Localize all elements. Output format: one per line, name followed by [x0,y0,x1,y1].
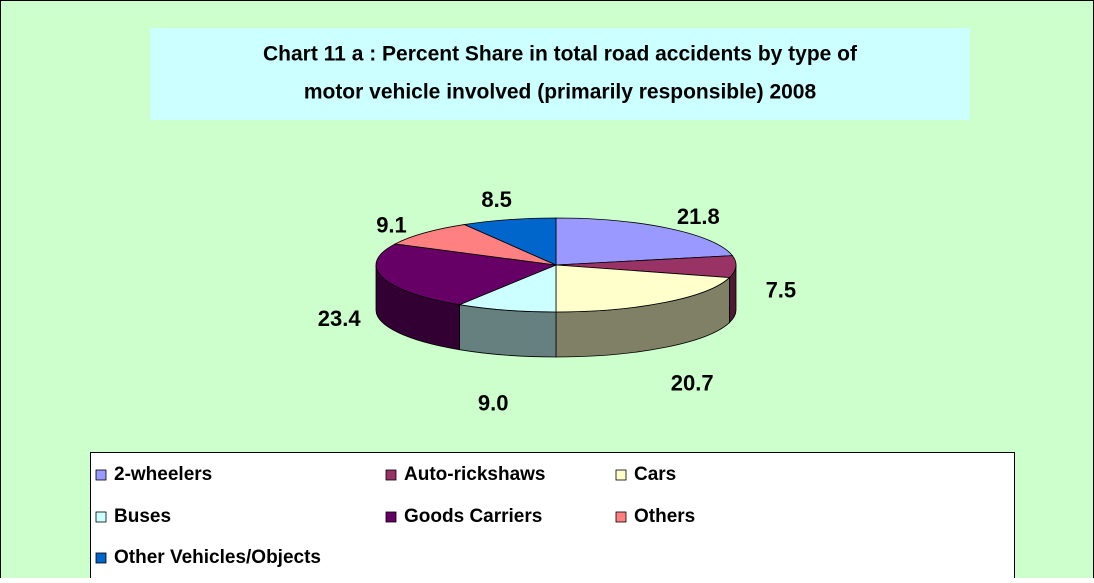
legend-box [90,452,1015,583]
legend-label: 2-wheelers [114,464,212,485]
legend-marker [95,552,107,564]
data-label: 23.4 [318,306,362,331]
slice [555,264,731,313]
pie-sides [375,264,737,358]
legend-label: Goods Carriers [404,506,542,527]
chart-title: Chart 11 a : Percent Share in total road… [263,43,858,66]
legend-label: Others [634,506,695,527]
slice-side [459,304,557,358]
data-label: 7.5 [766,278,797,303]
chart-title: motor vehicle involved (primarily respon… [304,81,817,104]
data-label: 21.8 [677,204,720,229]
legend-marker [95,469,107,481]
data-label: 9.1 [376,212,407,237]
legend-label: Auto-rickshaws [404,464,545,485]
slice [393,224,557,266]
legend-label: Other Vehicles/Objects [114,547,321,568]
slice [462,217,557,266]
pie-tops [375,217,737,313]
legend-marker [385,469,397,481]
legend-marker [385,511,397,523]
title-box [150,28,970,120]
slice [555,217,734,266]
legend-marker [615,511,627,523]
legend-marker [615,469,627,481]
legend-marker [95,511,107,523]
legend-label: Buses [114,506,171,527]
slice [458,264,557,313]
legend-label: Cars [634,464,676,485]
data-label: 9.0 [478,391,509,416]
data-label: 20.7 [671,371,714,396]
data-label: 8.5 [481,187,512,212]
